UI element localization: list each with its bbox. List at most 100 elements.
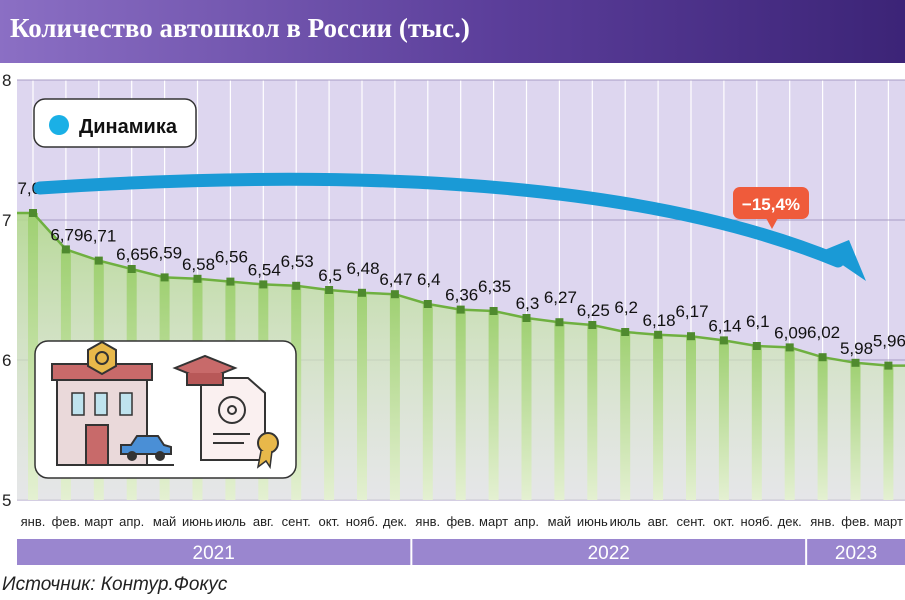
legend-marker (49, 115, 69, 135)
x-tick-label: фев. (446, 514, 474, 529)
year-label: 2022 (588, 543, 630, 564)
x-tick-label: сент. (676, 514, 705, 529)
data-point (61, 245, 70, 254)
data-label: 6,3 (516, 294, 540, 313)
data-bar (686, 336, 696, 500)
x-tick-label: янв. (810, 514, 835, 529)
data-bar (587, 325, 598, 500)
data-label: 6,27 (544, 288, 577, 307)
year-label: 2023 (835, 543, 877, 564)
data-point (358, 288, 366, 297)
data-label: 6,09 (774, 323, 807, 342)
data-point (456, 305, 465, 314)
data-label: 6,71 (83, 227, 116, 246)
data-point (719, 336, 728, 345)
data-bar (455, 309, 466, 500)
title-bar: Количество автошкол в России (тыс.) (0, 0, 905, 63)
y-tick-label: 5 (2, 491, 11, 510)
data-bar (357, 292, 367, 500)
chart-title: Количество автошкол в России (тыс.) (10, 13, 470, 43)
data-label: 6,65 (116, 245, 149, 264)
data-label: 6,47 (379, 270, 412, 289)
data-point (259, 280, 268, 289)
x-tick-label: дек. (778, 514, 802, 529)
driving-school-illustration (34, 340, 297, 479)
data-label: 6,79 (50, 225, 83, 244)
year-label: 2021 (193, 543, 235, 564)
data-label: 6,58 (182, 255, 215, 274)
y-tick-label: 7 (2, 211, 11, 230)
x-tick-label: авг. (648, 514, 669, 529)
data-label: 6,56 (215, 248, 248, 267)
x-tick-label: янв. (415, 514, 440, 529)
data-bar (653, 334, 664, 500)
legend-label: Динамика (79, 116, 178, 138)
data-label: 5,98 (840, 339, 873, 358)
certificate-icon (200, 377, 279, 470)
data-label: 6,1 (746, 312, 770, 331)
data-label: 6,59 (149, 243, 182, 262)
data-point (588, 321, 597, 329)
data-label: 5,96 (873, 332, 905, 351)
data-point (390, 290, 399, 299)
x-tick-label: фев. (52, 514, 80, 529)
data-point (654, 330, 663, 339)
data-bar (28, 213, 38, 500)
x-tick-label: апр. (119, 514, 144, 529)
x-tick-label: март (479, 514, 508, 529)
data-bar (784, 347, 795, 500)
year-band (412, 539, 806, 565)
data-label: 6,35 (478, 277, 511, 296)
data-label: 6,53 (281, 252, 314, 271)
data-label: 6,5 (318, 266, 342, 285)
data-bar (554, 322, 565, 500)
data-bar (389, 294, 400, 500)
data-bar (422, 304, 433, 500)
data-label: 6,2 (614, 298, 638, 317)
percent-badge-pointer (766, 218, 778, 229)
x-tick-label: авг. (253, 514, 274, 529)
data-bar (521, 318, 532, 500)
data-label: 6,02 (807, 323, 840, 342)
data-label: 6,36 (445, 286, 478, 305)
trend-arrow (33, 172, 845, 268)
car-icon (112, 435, 174, 466)
x-tick-label: дек. (383, 514, 407, 529)
data-label: 6,14 (708, 316, 741, 335)
x-tick-label: март (84, 514, 113, 529)
y-tick-label: 6 (2, 351, 11, 370)
percent-badge (733, 187, 809, 219)
x-tick-label: июнь (182, 514, 213, 529)
data-point (226, 277, 235, 286)
x-tick-label: янв. (21, 514, 46, 529)
data-bar (488, 311, 499, 500)
data-bar (817, 357, 828, 500)
data-bar (850, 362, 861, 500)
x-tick-label: июль (610, 514, 641, 529)
x-tick-label: нояб. (346, 514, 379, 529)
data-bar (883, 365, 894, 500)
x-tick-label: окт. (318, 514, 339, 529)
x-tick-label: март (874, 514, 903, 529)
data-point (818, 353, 827, 362)
chart: 7,056,79 6,716,65 6,596,58 6,566,54 6,536,5 6… (2, 71, 905, 565)
data-point (555, 318, 564, 327)
y-tick-label: 8 (2, 71, 11, 90)
x-tick-label: окт. (713, 514, 734, 529)
data-point (94, 256, 103, 265)
data-label: 6,17 (675, 302, 708, 321)
data-point (193, 274, 202, 283)
x-tick-label: апр. (514, 514, 539, 529)
data-point (522, 314, 531, 322)
data-point (423, 300, 432, 308)
data-point (884, 361, 893, 370)
data-bar (718, 340, 729, 500)
data-bar (324, 290, 335, 500)
data-point (127, 265, 136, 273)
source-note: Источник: Контур.Фокус (2, 574, 228, 595)
data-point (851, 358, 860, 367)
data-point (687, 332, 695, 341)
x-tick-label: май (548, 514, 571, 529)
percent-badge-label: −15,4% (742, 195, 800, 214)
data-label: 6,18 (643, 311, 676, 330)
